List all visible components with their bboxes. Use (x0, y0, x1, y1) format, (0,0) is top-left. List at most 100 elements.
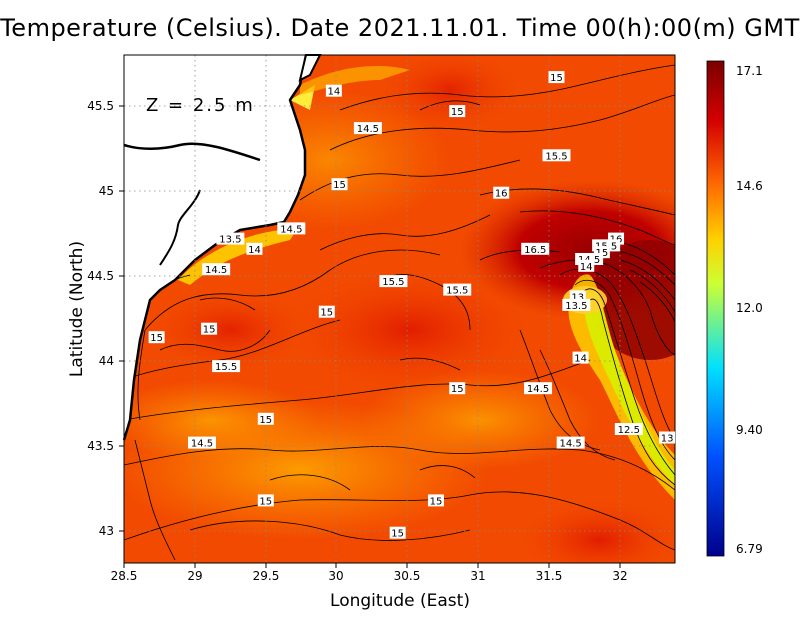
contour-label: 15 (451, 107, 464, 118)
contour-label: 15 (550, 73, 563, 84)
contour-label: 15 (430, 496, 443, 507)
y-tick-label: 44.5 (87, 269, 114, 283)
contour-label-bg (389, 526, 406, 539)
warm-zone-west (150, 290, 310, 370)
contour-label-bg (331, 178, 348, 191)
contour-label: 13.5 (565, 301, 587, 312)
y-tick-labels: 45.5 45 44.5 44 43.5 43 (87, 99, 114, 538)
contour-label-bg (524, 382, 553, 395)
contour-label: 15 (203, 325, 216, 336)
contour-label: 13 (661, 434, 674, 445)
colorbar-tick-label: 9.40 (736, 423, 763, 437)
contour-label: 15 (451, 384, 464, 395)
y-tick-label: 44 (99, 354, 114, 368)
contour-label: 14 (248, 245, 261, 256)
contour-label: 14 (574, 354, 587, 365)
depth-label: Z = 2.5 m (146, 95, 255, 116)
contour-label: 12.5 (618, 425, 640, 436)
contour-label-bg (246, 242, 263, 255)
contour-label-bg (521, 242, 550, 255)
x-tick-label: 31 (470, 569, 485, 583)
contour-label-bg (277, 222, 306, 235)
x-tick-label: 30.5 (394, 569, 421, 583)
land-mass (124, 55, 306, 440)
contour-label-bg (493, 186, 510, 199)
contour-label-bg (562, 298, 591, 311)
cold-tongue-inner (584, 290, 675, 485)
contour-label: 14 (580, 262, 593, 273)
contour-label-bg (449, 382, 466, 395)
colorbar: 17.1 14.6 12.0 9.40 6.79 (706, 60, 763, 557)
contour-label: 15 (333, 180, 346, 191)
contour-label-bg (578, 259, 595, 272)
contour-label: 15 (259, 415, 272, 426)
plot-frame (123, 54, 676, 564)
y-tick-label: 45 (99, 184, 114, 198)
y-tick-label: 45.5 (87, 99, 114, 113)
contour-label: 14.5 (527, 384, 549, 395)
x-tick-label: 28.5 (111, 569, 138, 583)
colorbar-gradient (706, 60, 725, 557)
contour-label: 14.5 (357, 124, 379, 135)
x-tick-label: 30 (328, 569, 343, 583)
contour-label-bg (379, 275, 408, 288)
contour-label: 13.5 (219, 235, 241, 246)
contour-label: 15 (150, 333, 163, 344)
x-tick-label: 31.5 (536, 569, 563, 583)
contour-label-bg (614, 423, 643, 435)
border-line (123, 142, 261, 162)
warm-zone-southeast (520, 500, 675, 563)
contour-label-bg (187, 436, 216, 449)
contour-labels: 15141514.515.5151614.513.5141615.516.515… (148, 71, 676, 540)
coastal-cool-north (300, 65, 410, 95)
y-tick-label: 43.5 (87, 439, 114, 453)
contour-label-bg (443, 283, 472, 296)
contour-label-bg (318, 305, 335, 318)
contour-label-bg (212, 360, 241, 373)
contour-label-bg (548, 71, 565, 84)
contour-label: 14 (327, 87, 340, 98)
contour-label: 15 (391, 529, 404, 540)
cool-zone-west (124, 380, 320, 460)
coastal-lake (159, 189, 201, 266)
contour-label: 13 (571, 292, 584, 303)
contour-label: 15.5 (382, 277, 404, 288)
contour-label-bg (325, 84, 342, 97)
contour-label-bg (201, 322, 218, 335)
warm-zone-north (380, 55, 520, 130)
contour-label-bg (659, 431, 676, 444)
contour-label-bg (572, 351, 589, 364)
map-title: Temperature (Celsius). Date 2021.11.01. … (0, 14, 800, 42)
contour-label-bg (202, 263, 231, 276)
warm-zone-center (290, 270, 530, 390)
colorbar-tick-label: 12.0 (736, 301, 763, 315)
contour-label: 15 (259, 496, 272, 507)
x-tick-label: 32 (612, 569, 627, 583)
x-tick-label: 29 (187, 569, 202, 583)
contour-label: 15.5 (545, 151, 567, 162)
contour-label: 15.5 (215, 362, 237, 373)
contour-label-bg (542, 149, 571, 162)
contour-label: 14.5 (280, 224, 302, 235)
contour-label-bg (449, 105, 466, 118)
y-axis-label: Latitude (North) (67, 241, 87, 377)
contour-label: 16 (495, 189, 508, 200)
contour-label: 16.5 (524, 245, 546, 256)
contour-label-bg (216, 232, 245, 245)
coastline (122, 54, 308, 441)
contour-label-bg (427, 494, 444, 507)
contour-label: 14.5 (191, 439, 213, 450)
x-tick-label: 29.5 (253, 569, 280, 583)
contour-label-bg (353, 122, 382, 135)
cool-zone-south (360, 370, 600, 470)
contour-label: 15.5 (446, 286, 468, 297)
colorbar-tick-label: 14.6 (736, 179, 763, 193)
contour-label-bg (148, 331, 165, 344)
contour-label-bg (257, 412, 274, 425)
warm-eddy-core (590, 240, 675, 360)
y-tick-label: 43 (99, 524, 114, 538)
contour-label-bg (556, 436, 585, 449)
contour-label-bg (257, 494, 274, 507)
x-axis-label: Longitude (East) (330, 591, 470, 611)
contour-label: 14.5 (205, 265, 227, 276)
